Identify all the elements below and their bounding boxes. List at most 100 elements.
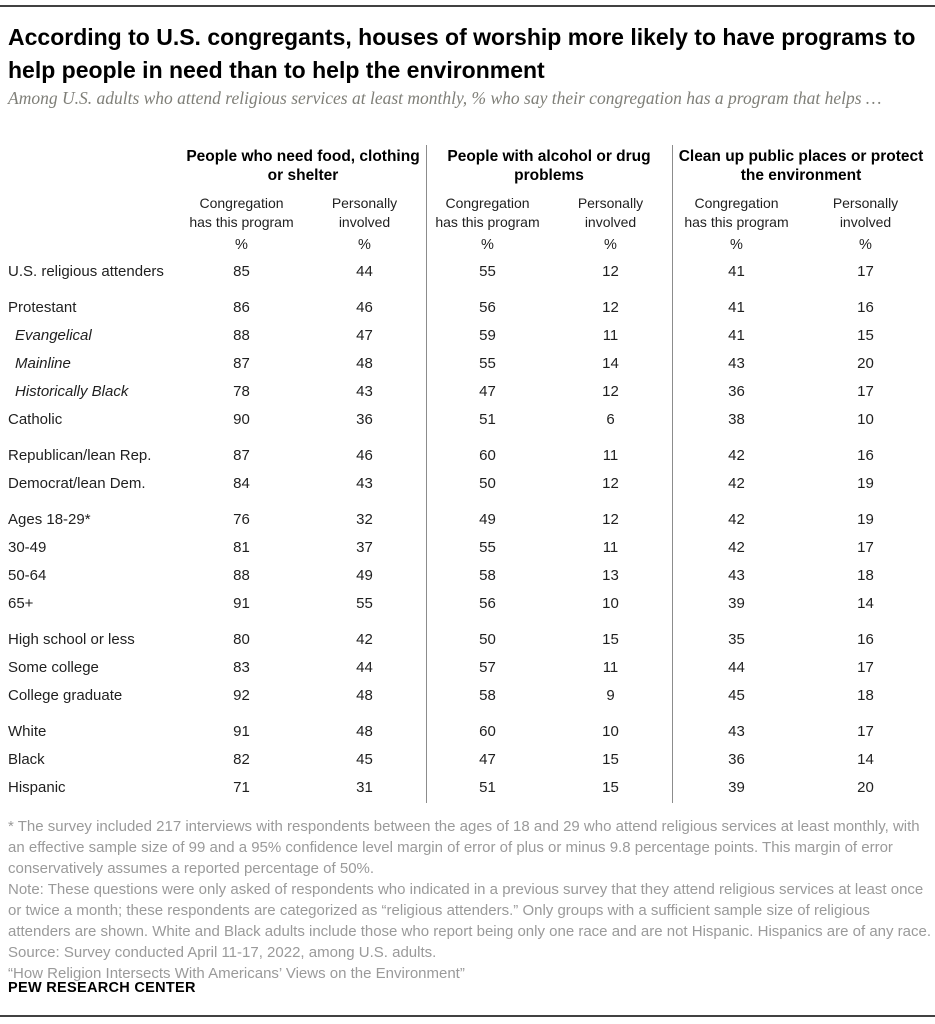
unit-percent-sign: % — [235, 237, 248, 253]
value-cell: 56 — [479, 595, 496, 612]
value-cell: 91 — [233, 723, 250, 740]
value-cell: 43 — [728, 567, 745, 584]
footnotes: * The survey included 217 interviews wit… — [8, 816, 932, 984]
column-subheader: Congregation has this program — [672, 191, 801, 237]
value-cell: 42 — [728, 511, 745, 528]
column-subheader-label: Personally involved — [832, 195, 899, 230]
unit-percent-sign: % — [859, 237, 872, 253]
value-cell: 45 — [728, 687, 745, 704]
value-cell: 36 — [356, 411, 373, 428]
table-row: Catholic 90 36 51 6 38 10 — [8, 406, 930, 434]
table-row: Protestant 86 46 56 12 41 16 — [8, 294, 930, 322]
value-cell: 76 — [233, 511, 250, 528]
column-group-divider-2 — [672, 145, 673, 803]
footnote-report-title: “How Religion Intersects With Americans’… — [8, 965, 465, 982]
footnote-source: Source: Survey conducted April 11-17, 20… — [8, 944, 437, 961]
value-cell: 16 — [857, 447, 874, 464]
value-cell: 11 — [602, 659, 619, 676]
subtitle: Among U.S. adults who attend religious s… — [8, 88, 882, 108]
row-label: Black — [8, 751, 45, 768]
table-body: U.S. religious attenders 85 44 55 12 41 17 Prot… — [8, 258, 930, 802]
value-cell: 88 — [233, 567, 250, 584]
row-label: High school or less — [8, 631, 135, 648]
brand: PEW RESEARCH CENTER — [8, 980, 196, 996]
value-cell: 51 — [479, 779, 496, 796]
value-cell: 10 — [602, 595, 619, 612]
value-cell: 60 — [479, 723, 496, 740]
value-cell: 14 — [602, 355, 619, 372]
value-cell: 15 — [602, 779, 619, 796]
value-cell: 15 — [857, 327, 874, 344]
table-row: Historically Black 78 43 47 12 36 17 — [8, 378, 930, 406]
value-cell: 48 — [356, 687, 373, 704]
row-label: Protestant — [8, 299, 77, 316]
value-cell: 83 — [233, 659, 250, 676]
value-cell: 55 — [479, 263, 496, 280]
value-cell: 49 — [479, 511, 496, 528]
unit-percent-sign: % — [358, 237, 371, 253]
header-spacer — [8, 237, 180, 258]
value-cell: 12 — [602, 263, 619, 280]
value-cell: 85 — [233, 263, 250, 280]
value-cell: 49 — [356, 567, 373, 584]
row-label: Hispanic — [8, 779, 66, 796]
value-cell: 16 — [857, 299, 874, 316]
value-cell: 48 — [356, 355, 373, 372]
value-cell: 44 — [728, 659, 745, 676]
header-spacer — [8, 191, 180, 237]
column-subheader-row: Congregation has this program Personally … — [8, 191, 930, 237]
table-row: Black 82 45 47 15 36 14 — [8, 746, 930, 774]
value-cell: 59 — [479, 327, 496, 344]
value-cell: 47 — [479, 383, 496, 400]
value-cell: 88 — [233, 327, 250, 344]
footnote-asterisk: * The survey included 217 interviews wit… — [8, 818, 920, 877]
value-cell: 60 — [479, 447, 496, 464]
value-cell: 87 — [233, 355, 250, 372]
column-group-header: People with alcohol or drug problems — [447, 148, 651, 185]
value-cell: 42 — [356, 631, 373, 648]
value-cell: 43 — [356, 383, 373, 400]
value-cell: 50 — [479, 631, 496, 648]
table-row: Republican/lean Rep. 87 46 60 11 42 16 — [8, 442, 930, 470]
value-cell: 87 — [233, 447, 250, 464]
value-cell: 19 — [857, 511, 874, 528]
value-cell: 15 — [602, 751, 619, 768]
value-cell: 41 — [728, 263, 745, 280]
row-section: High school or less 80 42 50 15 35 16 Some coll… — [8, 626, 930, 710]
row-section: Ages 18-29* 76 32 49 12 42 19 30-49 81 37 55 11 42 17… — [8, 506, 930, 618]
row-label: Historically Black — [15, 383, 129, 400]
value-cell: 20 — [857, 779, 874, 796]
value-cell: 47 — [356, 327, 373, 344]
value-cell: 90 — [233, 411, 250, 428]
table-row: Democrat/lean Dem. 84 43 50 12 42 19 — [8, 470, 930, 498]
bottom-rule — [0, 1015, 935, 1017]
data-table: People who need food, clothing or shelte… — [8, 145, 930, 803]
value-cell: 18 — [857, 567, 874, 584]
value-cell: 36 — [728, 751, 745, 768]
value-cell: 12 — [602, 383, 619, 400]
column-subheader: Congregation has this program — [180, 191, 303, 237]
value-cell: 48 — [356, 723, 373, 740]
value-cell: 11 — [602, 327, 619, 344]
value-cell: 19 — [857, 475, 874, 492]
value-cell: 55 — [479, 539, 496, 556]
row-section: U.S. religious attenders 85 44 55 12 41 17 — [8, 258, 930, 286]
value-cell: 12 — [602, 475, 619, 492]
column-group-header: Clean up public places or protect the en… — [678, 148, 924, 185]
value-cell: 44 — [356, 263, 373, 280]
table-row: Mainline 87 48 55 14 43 20 — [8, 350, 930, 378]
value-cell: 10 — [602, 723, 619, 740]
value-cell: 50 — [479, 475, 496, 492]
unit-percent-sign: % — [730, 237, 743, 253]
row-label: U.S. religious attenders — [8, 263, 164, 280]
value-cell: 55 — [479, 355, 496, 372]
column-subheader: Personally involved — [549, 191, 672, 237]
table-row: Ages 18-29* 76 32 49 12 42 19 — [8, 506, 930, 534]
row-label: College graduate — [8, 687, 123, 704]
column-subheader-label: Personally involved — [331, 195, 398, 230]
value-cell: 36 — [728, 383, 745, 400]
row-label: Catholic — [8, 411, 63, 428]
value-cell: 20 — [857, 355, 874, 372]
table-row: U.S. religious attenders 85 44 55 12 41 17 — [8, 258, 930, 286]
value-cell: 39 — [728, 779, 745, 796]
